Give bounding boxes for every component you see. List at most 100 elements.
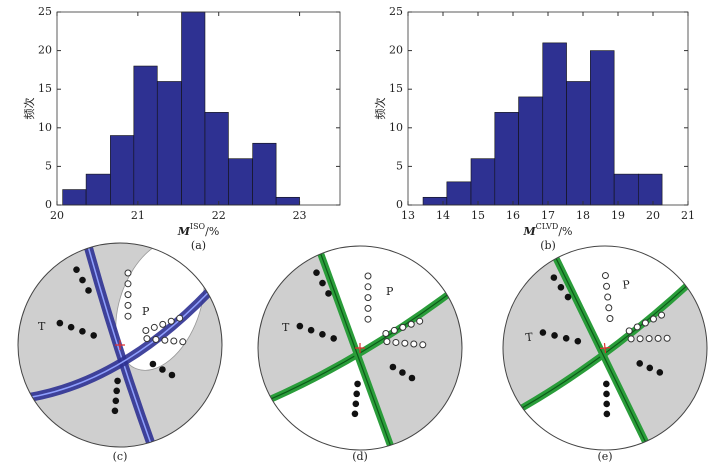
x-tick-label: 21: [131, 209, 145, 222]
compression-symbol: [603, 400, 610, 408]
y-tick-label: 0: [396, 198, 403, 211]
dilatation-symbol: [633, 323, 641, 331]
y-tick-label: 10: [38, 121, 52, 134]
dilatation-symbol: [407, 320, 415, 328]
compression-symbol: [636, 360, 644, 367]
y-tick-label: 15: [389, 82, 403, 95]
dilatation-symbol: [605, 304, 613, 312]
y-tick-label: 5: [396, 159, 403, 172]
compression-symbol: [550, 274, 558, 281]
dilatation-symbol: [654, 334, 662, 342]
x-tick-label: 18: [576, 209, 590, 222]
compression-symbol: [603, 390, 610, 398]
focal-mechanism: PT: [492, 235, 718, 461]
dilatation-symbol: [410, 340, 418, 348]
bar: [446, 181, 472, 206]
caption: (b): [540, 239, 556, 252]
bar: [181, 11, 206, 206]
compression-symbol: [85, 287, 92, 294]
bar: [110, 135, 135, 206]
compression-symbol: [603, 410, 611, 418]
bar: [133, 65, 158, 206]
x-label-superscript: CLVD: [536, 222, 559, 231]
bar: [252, 142, 277, 206]
compression-symbol: [149, 360, 157, 368]
dilatation-symbol: [606, 315, 614, 323]
dilatation-symbol: [625, 327, 633, 335]
dilatation-symbol: [399, 323, 407, 331]
dilatation-symbol: [645, 335, 653, 343]
compression-symbol: [551, 332, 558, 339]
compression-symbol: [319, 331, 326, 338]
dilatation-symbol: [601, 272, 609, 280]
compression-symbol: [56, 319, 64, 327]
bar: [542, 42, 567, 206]
x-tick-label: 14: [436, 209, 450, 222]
compression-symbol: [313, 269, 320, 276]
dilatation-symbol: [161, 336, 169, 344]
dilatation-symbol: [170, 337, 178, 345]
nodal-line: [18, 279, 221, 401]
dilatation-symbol: [142, 327, 150, 335]
compression-symbol: [351, 410, 359, 418]
dilatation-symbol: [159, 320, 167, 328]
x-tick-label: 20: [50, 209, 64, 222]
focal-mechanism: PT: [257, 245, 463, 451]
bar: [228, 158, 253, 206]
x-tick-label: 21: [681, 209, 695, 222]
compression-symbol: [656, 369, 664, 376]
plot-frame: [56, 11, 341, 206]
dilatation-symbol: [143, 335, 151, 343]
dilatation-area: [115, 243, 205, 371]
x-tick-label: 22: [212, 209, 226, 222]
t-axis-label: T: [282, 321, 290, 334]
x-label-symbol: M: [522, 225, 536, 238]
x-tick-label: 19: [611, 209, 625, 222]
dilatation-symbol: [364, 272, 372, 280]
t-axis-label: T: [38, 320, 46, 333]
compression-symbol: [67, 323, 75, 331]
center-cross: [115, 340, 125, 350]
dilatation-symbol: [663, 334, 671, 342]
x-tick-label: 16: [506, 209, 520, 222]
x-label-suffix: /%: [205, 225, 219, 238]
p-axis-label: P: [622, 278, 631, 292]
dilatation-symbol: [604, 293, 612, 301]
compression-symbol: [354, 380, 361, 388]
bar: [85, 173, 111, 206]
compression-symbol: [603, 380, 610, 388]
bar: [62, 189, 87, 206]
caption: (a): [191, 239, 206, 252]
dilatation-symbol: [364, 315, 372, 323]
histogram-panel: 0 5 10 15 20 25 13 14 15 16 17 18 19 20 21 频次 MCLVD/%(b): [373, 5, 695, 252]
compression-symbol: [319, 279, 326, 287]
dilatation-area: [18, 431, 60, 447]
dilatation-symbol: [383, 338, 391, 346]
dilatation-symbol: [390, 326, 398, 334]
compression-symbol: [111, 407, 119, 415]
x-label-suffix: /%: [558, 225, 572, 238]
dilatation-symbol: [419, 341, 427, 349]
compression-symbol: [408, 374, 416, 382]
compression-symbol: [646, 364, 654, 372]
focal-mechanism: PT: [17, 242, 223, 448]
t-axis-label: T: [525, 330, 534, 344]
y-tick-label: 0: [45, 198, 52, 211]
center-cross: [355, 343, 365, 353]
dilatation-symbol: [167, 317, 175, 325]
bar: [494, 112, 519, 206]
dilatation-symbol: [401, 339, 409, 347]
dilatation-symbol: [658, 311, 666, 319]
stereonet-outline: [257, 245, 463, 451]
bar: [204, 112, 229, 206]
dilatation-symbol: [152, 335, 160, 343]
dilatation-symbol: [124, 269, 132, 277]
bar: [275, 196, 300, 206]
compression-symbol: [79, 276, 86, 284]
histogram-panel: 0 5 10 15 20 25 20 21 22 23 频次 MISO/%(a): [22, 5, 341, 252]
dilatation-symbol: [636, 335, 644, 343]
compression-symbol: [557, 284, 565, 291]
caption: (e): [597, 450, 612, 463]
dilatation-symbol: [150, 323, 158, 331]
